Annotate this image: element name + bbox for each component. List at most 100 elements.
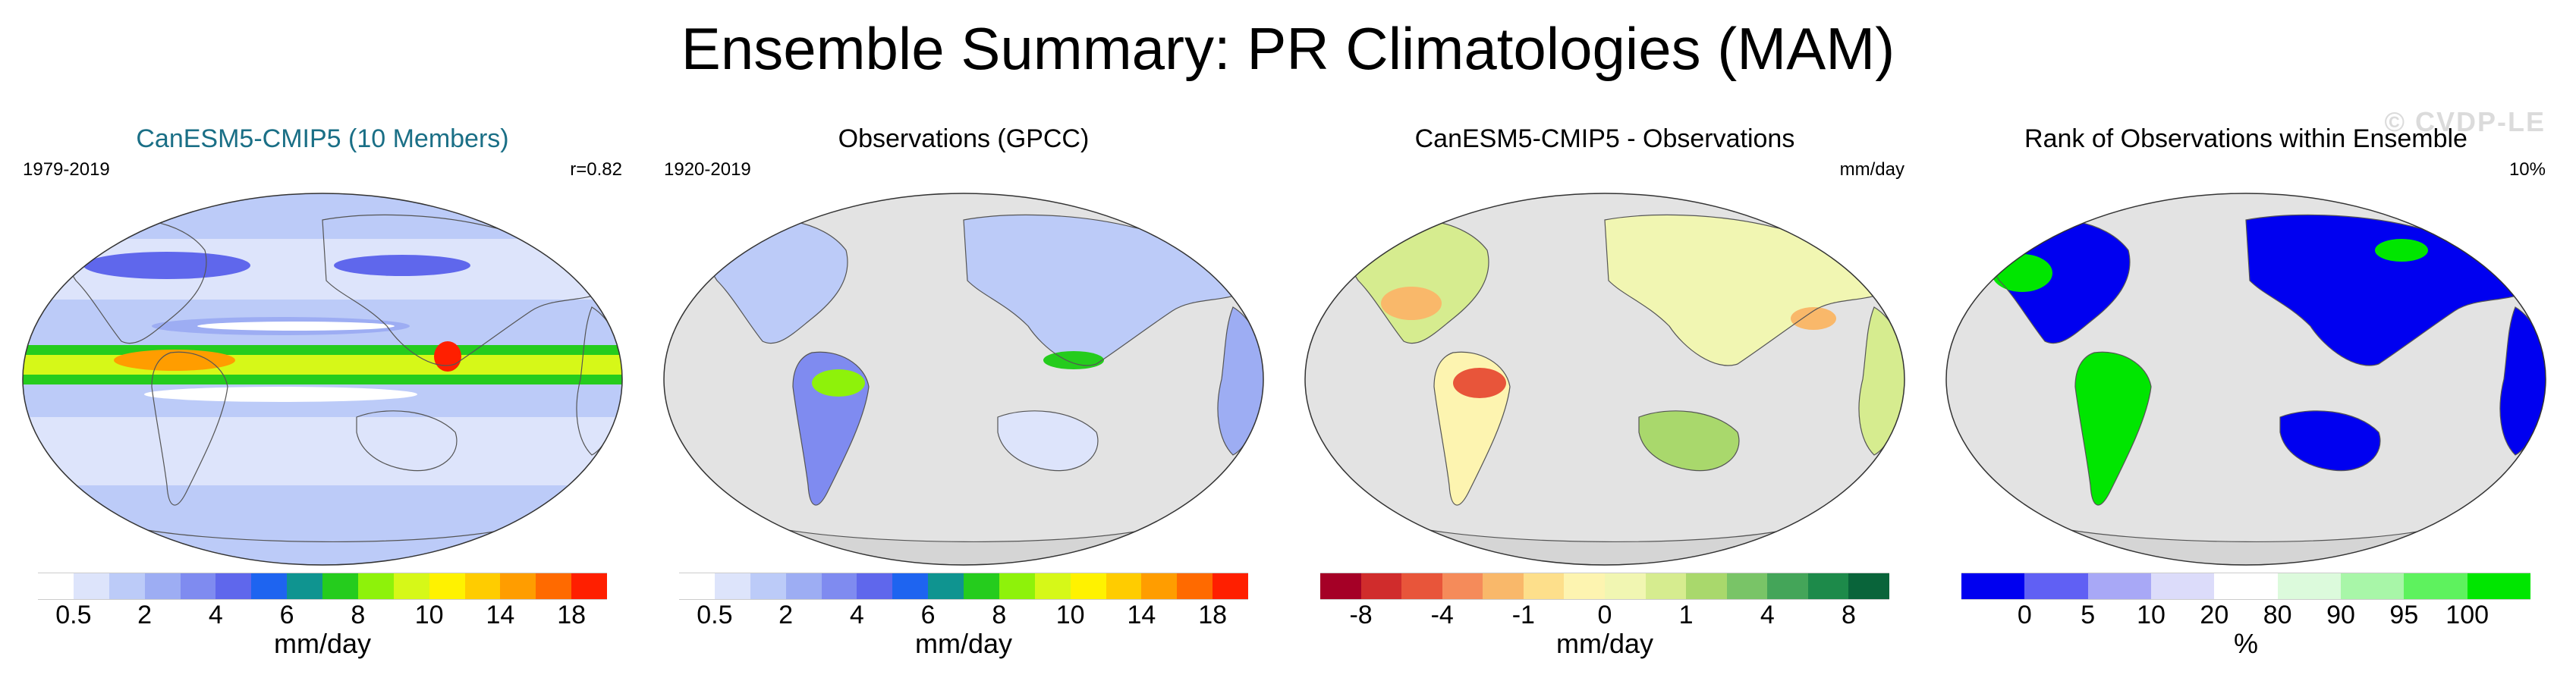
panel-obs: Observations (GPCC) 1920-2019 0.5 2 4 6 8 10 1… [649,114,1279,675]
watermark: © CVDP-LE [2384,106,2546,137]
colorbar-swatch [1564,573,1605,600]
rain-maximum [114,350,235,371]
colorbar-swatch [2151,573,2215,600]
colorbar-swatch [2467,573,2530,600]
high-rank-patch [1992,254,2052,292]
colorbar-units: % [2233,628,2258,659]
colorbar-swatch [857,573,893,600]
samerica-coastline [1433,351,1511,506]
colorbar-swatch [1605,573,1646,600]
colorbar-swatch [999,573,1035,600]
colorbar-swatch [1177,573,1213,600]
colorbar-swatch [1767,573,1808,600]
units-label: mm/day [1839,159,1904,180]
colorbar-swatch [1070,573,1106,600]
colorbar [1961,573,2530,600]
correlation-label: r=0.82 [570,159,622,180]
colorbar-swatch [38,573,74,600]
colorbar-units: mm/day [273,628,372,659]
colorbar-tick-label: 14 [1127,601,1156,629]
colorbar-tick-label: 1 [1678,601,1694,629]
colorbar-tick-label: 8 [992,601,1007,629]
dry-bias [1381,287,1442,320]
percent-label: 10% [2508,159,2546,180]
amazon-maximum [812,369,865,397]
colorbar-swatch [1686,573,1727,600]
asia-bias [1605,215,1889,366]
asia-coastline [2245,214,2531,366]
colorbar-tick-label: 6 [920,601,936,629]
asia-coastline [322,214,608,366]
map-border [1304,193,1905,566]
colorbar-tick-label: 10 [414,601,444,629]
colorbar-swatch [500,573,536,600]
world-map [1945,193,2546,566]
colorbar-swatch [1523,573,1565,600]
colorbar-tick-label: 6 [279,601,294,629]
colorbar-ticks: 0.5 2 4 6 8 10 14 18 [679,601,1248,631]
colorbar-swatch [215,573,252,600]
australia-coastline [2279,410,2381,472]
figure-title: Ensemble Summary: PR Climatologies (MAM) [681,15,1895,82]
colorbar-swatch [679,573,715,600]
colorbar-tick-label: 100 [2445,601,2490,629]
colorbar-tick-label: 0.5 [55,601,92,629]
colorbar-tick-label: 18 [1198,601,1228,629]
colorbar-swatch [821,573,857,600]
maritime-continent [1043,351,1104,369]
colorbar-tick-label: 5 [2081,601,2096,629]
colorbar-swatch [1141,573,1178,600]
colorbar-swatch [1213,573,1248,600]
rain-maximum [434,341,461,372]
colorbar-ticks: 0 5 10 20 80 90 95 100 [1961,601,2530,631]
samerica-coastline [2074,351,2152,506]
africa-rank [2500,307,2546,455]
colorbar-swatch [892,573,929,600]
colorbar-swatch [1961,573,2025,600]
panel-title: CanESM5-CMIP5 - Observations [1414,124,1795,153]
panel-title: Observations (GPCC) [838,124,1090,153]
colorbar-tick-label: 10 [1055,601,1085,629]
colorbar-swatch [322,573,358,600]
colorbar-swatch [1034,573,1071,600]
colorbar-units: mm/day [914,628,1013,659]
colorbar-tick-label: 0 [2017,601,2032,629]
colorbar-swatch [928,573,964,600]
colorbar-swatch [714,573,750,600]
colorbar-tick-label: 2 [137,601,153,629]
dry-zone [197,322,395,331]
dry-bias [1791,307,1836,330]
panel-title: Rank of Observations within Ensemble [2024,124,2467,153]
panel-model: CanESM5-CMIP5 (10 Members) 1979-2019 r=0… [8,114,637,675]
australia-coastline [1638,410,1740,472]
colorbar-tick-label: 10 [2137,601,2166,629]
colorbar-tick-label: -1 [1511,601,1535,629]
subtropics-band [23,417,622,485]
colorbar-tick-label: 8 [351,601,366,629]
colorbar [38,573,607,600]
world-map [663,193,1264,566]
colorbar-swatch [2087,573,2151,600]
colorbar-swatch [2024,573,2088,600]
world-map [22,193,623,566]
colorbar-swatch [357,573,394,600]
colorbar-swatch [393,573,429,600]
africa-precip [1218,307,1263,455]
map-border [22,193,623,566]
storm-track [334,255,470,276]
australia-coastline [356,410,458,472]
asia-coastline [1604,214,1890,366]
period-label: 1979-2019 [23,159,110,180]
colorbar-swatch [2277,573,2341,600]
colorbar-units: mm/day [1555,628,1654,659]
colorbar-swatch [429,573,465,600]
colorbar-tick-label: 95 [2389,601,2419,629]
storm-track [83,252,250,279]
colorbar-swatch [2341,573,2405,600]
amazon-dry-bias [1453,368,1506,398]
colorbar-swatch [464,573,501,600]
colorbar-swatch [2214,573,2278,600]
map-border [1945,193,2546,566]
period-label: 1920-2019 [664,159,751,180]
colorbar-ticks: -8 -4 -1 0 1 4 8 [1320,601,1889,631]
